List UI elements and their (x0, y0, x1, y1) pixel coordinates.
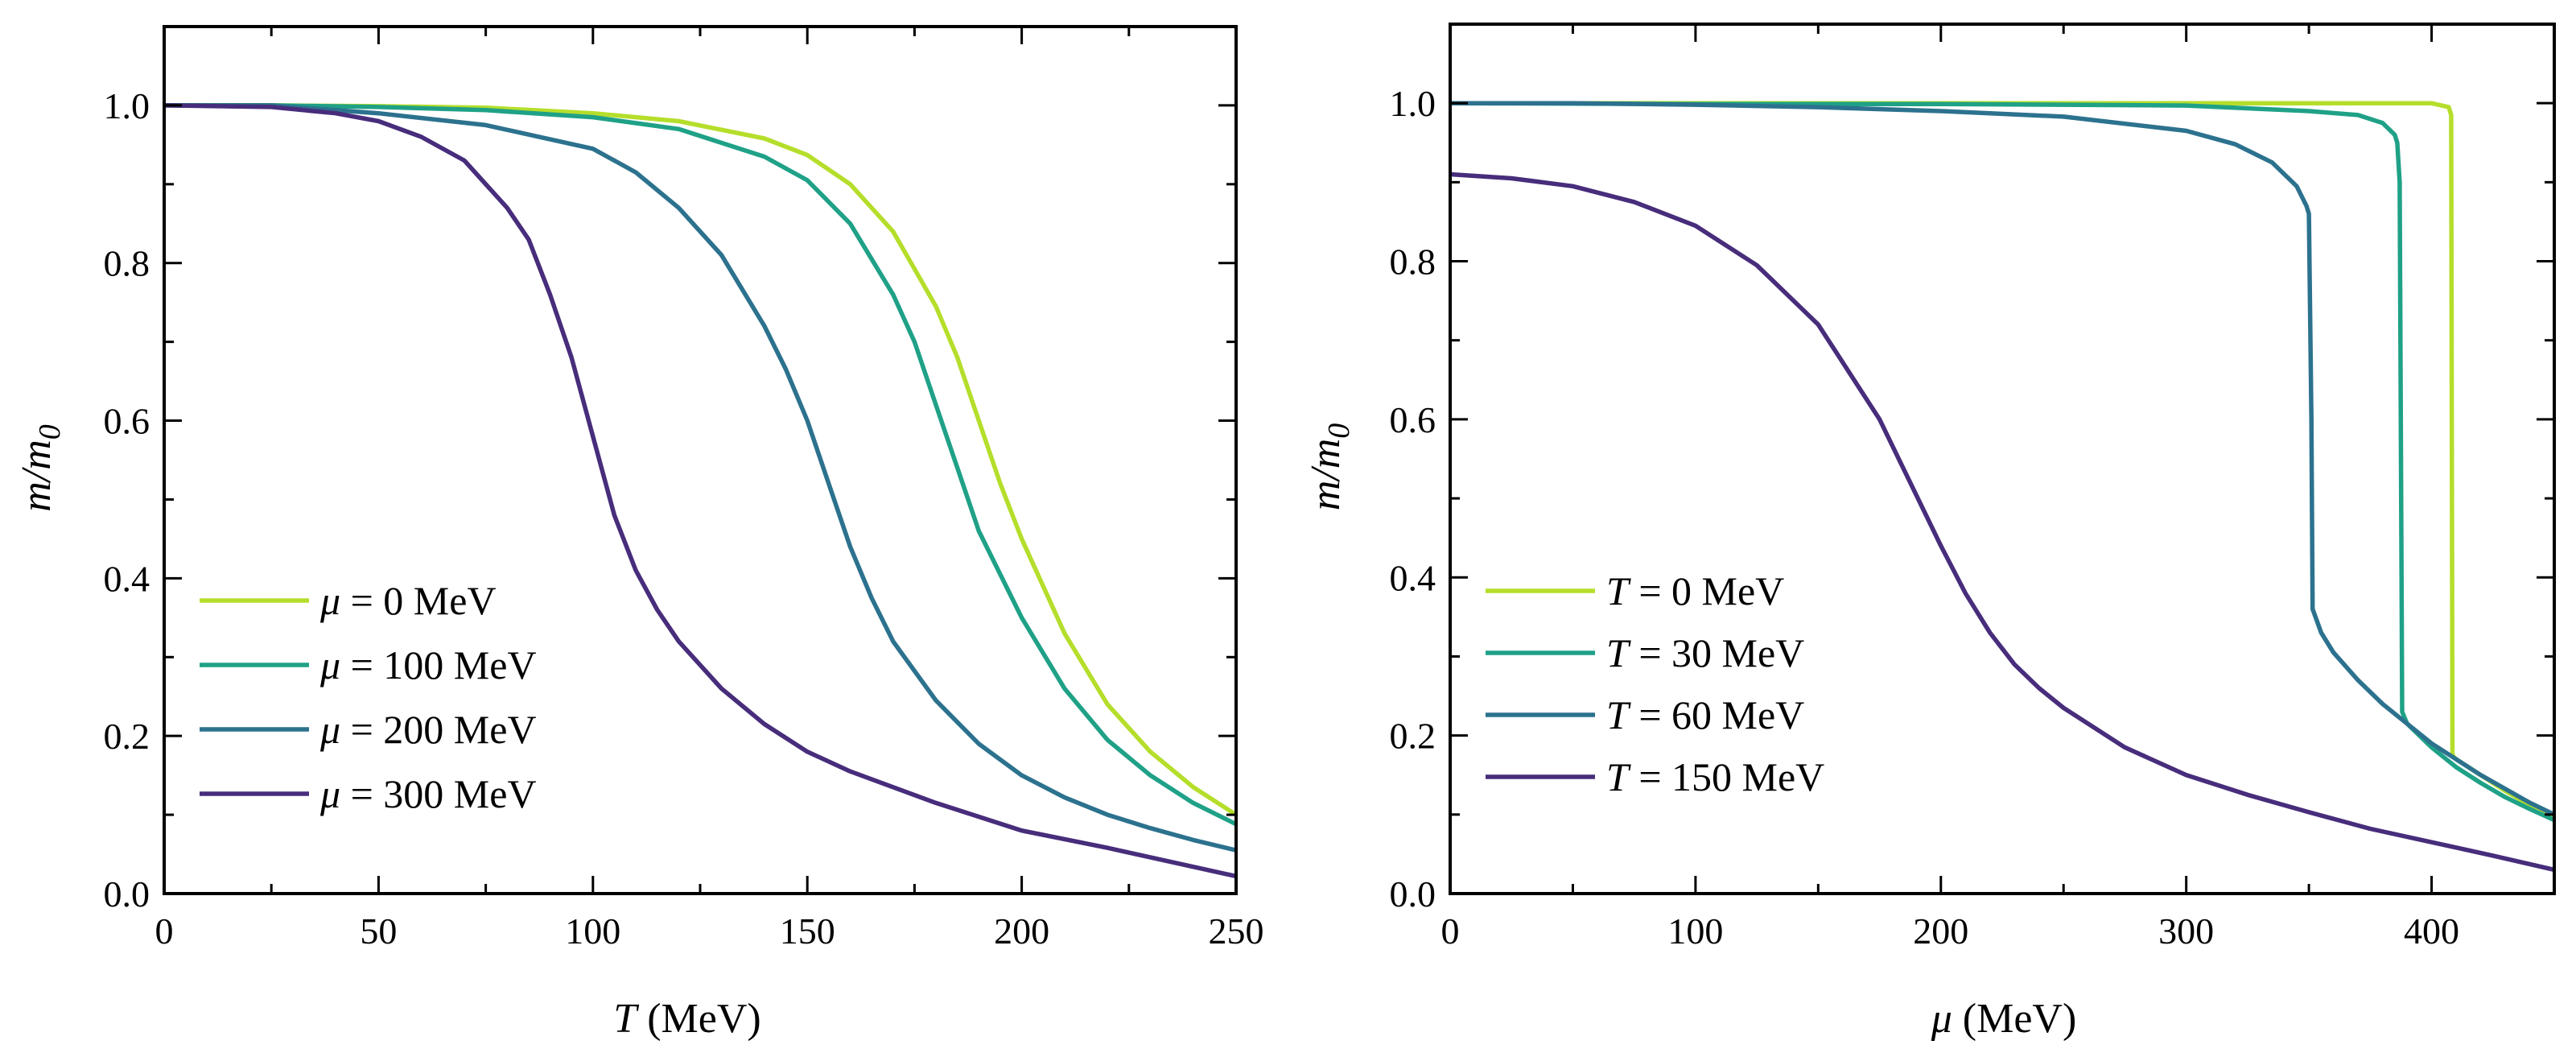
left-chart-panel: 0 50 100 150 200 250 0.0 0.2 0.4 0.6 0.8 1.0 T (MeV)… (14, 25, 1264, 1042)
legend-var: T (1606, 630, 1631, 675)
legend-label-0: T = 0 MeV (1606, 568, 1784, 613)
y-tick-label: 0.2 (104, 716, 150, 757)
y-axis-label-base: m/m (1303, 439, 1349, 511)
x-axis-label-unit: (MeV) (1952, 996, 2077, 1042)
legend-label-2: T = 60 MeV (1606, 692, 1804, 737)
legend-var: μ (319, 707, 340, 752)
x-axis-label-var: T (613, 996, 639, 1042)
legend-value: = 0 MeV (1629, 568, 1784, 613)
x-tick-label: 200 (1913, 910, 1968, 952)
plot-frame (163, 25, 1238, 895)
y-tick-label: 0.4 (1390, 557, 1436, 598)
x-tick-label: 100 (565, 910, 620, 952)
x-axis-label: T (MeV) (613, 996, 760, 1042)
x-axis-label-unit: (MeV) (637, 996, 761, 1042)
y-axis-label: m/m0 (14, 424, 67, 512)
series-line-2 (164, 103, 1236, 853)
y-tick-label: 0.4 (104, 558, 150, 599)
legend-value: = 150 MeV (1629, 754, 1824, 799)
x-tick-label: 300 (2158, 910, 2214, 952)
series-lines (1450, 101, 2554, 873)
series-line-3 (164, 103, 1236, 879)
right-chart-panel: 0 100 200 300 400 0.0 0.2 0.4 0.6 0.8 1.0 μ (MeV) m/… (1303, 23, 2556, 1042)
legend-value: = 0 MeV (340, 578, 496, 623)
legend-label-2: μ = 200 MeV (319, 707, 537, 752)
y-tick-label: 0.8 (104, 243, 150, 284)
y-tick-label: 0.6 (1390, 399, 1436, 440)
legend-label-3: T = 150 MeV (1606, 754, 1824, 799)
x-tick-label: 0 (1441, 910, 1460, 952)
y-axis-label-sub: 0 (33, 424, 67, 440)
series-line-2 (1450, 101, 2554, 817)
series-line-0 (164, 103, 1236, 817)
x-axis-label: μ (MeV) (1931, 996, 2077, 1042)
legend-var: T (1606, 754, 1631, 799)
series-lines (164, 103, 1236, 879)
legend-var: μ (319, 578, 340, 623)
series-line-1 (164, 103, 1236, 827)
x-tick-label: 0 (155, 910, 174, 952)
x-tick-label: 200 (994, 910, 1049, 952)
y-axis-label-sub: 0 (1322, 423, 1356, 439)
legend-var: T (1606, 568, 1631, 613)
x-tick-label: 250 (1209, 910, 1264, 952)
x-tick-label: 400 (2404, 910, 2459, 952)
y-tick-label: 0.0 (104, 873, 150, 915)
series-line-1 (1450, 101, 2554, 823)
y-tick-label: 1.0 (1390, 83, 1436, 124)
legend-label-1: μ = 100 MeV (319, 642, 537, 687)
legend-var: T (1606, 692, 1631, 737)
legend-label-3: μ = 300 MeV (319, 771, 537, 816)
x-tick-label: 150 (780, 910, 835, 952)
legend-value: = 60 MeV (1629, 692, 1804, 737)
plot-frame (1449, 23, 2556, 895)
y-tick-label: 0.6 (104, 401, 150, 442)
series-line-3 (1450, 171, 2554, 873)
y-tick-label: 0.0 (1390, 873, 1436, 915)
y-axis-label-base: m/m (14, 440, 60, 512)
x-axis-label-var: μ (1931, 996, 1952, 1042)
y-tick-label: 0.2 (1390, 716, 1436, 757)
legend-value: = 100 MeV (340, 642, 536, 687)
legend-var: μ (319, 771, 340, 816)
y-axis-label: m/m0 (1303, 423, 1356, 511)
x-tick-label: 50 (360, 910, 397, 952)
x-tick-label: 100 (1667, 910, 1723, 952)
y-tick-label: 1.0 (104, 85, 150, 126)
legend-label-0: μ = 0 MeV (319, 578, 497, 623)
legend-var: μ (319, 642, 340, 687)
legend-value: = 200 MeV (340, 707, 536, 752)
legend-value: = 30 MeV (1629, 630, 1804, 675)
y-tick-label: 0.8 (1390, 242, 1436, 283)
legend-label-1: T = 30 MeV (1606, 630, 1804, 675)
legend-value: = 300 MeV (340, 771, 536, 816)
